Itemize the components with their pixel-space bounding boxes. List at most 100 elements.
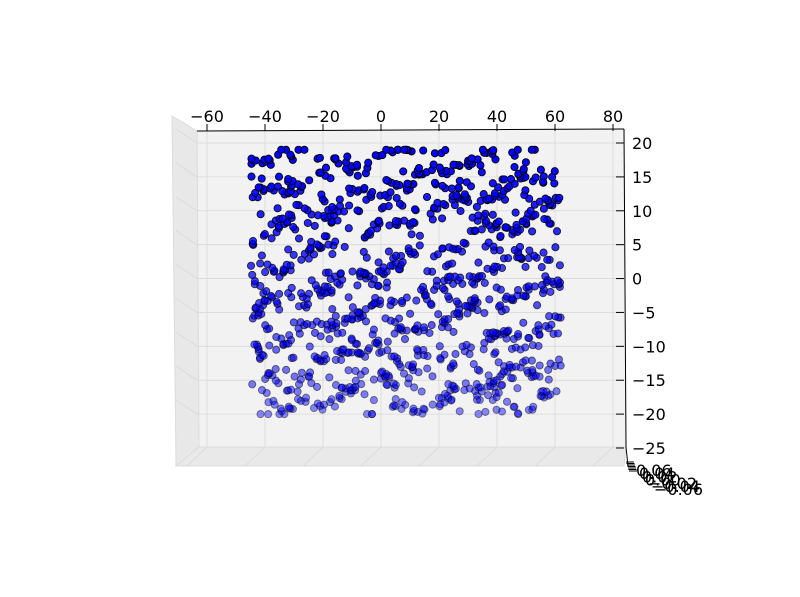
scatter-point xyxy=(282,260,291,269)
y-tick-label: 0.06 xyxy=(636,461,672,480)
scatter-point xyxy=(297,255,306,264)
floor-pane xyxy=(174,446,627,467)
left-gridline xyxy=(175,399,198,415)
scatter-point xyxy=(410,406,419,415)
scatter-point xyxy=(368,187,377,197)
scatter-point xyxy=(353,308,362,317)
x-tick-label: −60 xyxy=(190,107,224,126)
scatter-point xyxy=(353,348,362,357)
scatter-point xyxy=(254,183,263,192)
scatter-point xyxy=(282,365,291,374)
scatter-point xyxy=(472,202,481,211)
scatter-point xyxy=(550,167,559,176)
scatter-point xyxy=(475,395,484,405)
scatter-point xyxy=(410,383,419,392)
scatter-point xyxy=(364,158,373,167)
scatter-point xyxy=(256,410,265,419)
scatter-point xyxy=(277,407,286,416)
y-tick-label: 0.04 xyxy=(639,464,675,483)
left-gridline xyxy=(175,128,198,144)
scatter-point xyxy=(315,153,324,162)
scatter-point xyxy=(331,380,341,390)
scatter-point xyxy=(477,168,486,177)
scatter-point xyxy=(539,204,548,213)
scatter-point xyxy=(382,145,391,154)
scatter-point xyxy=(335,391,344,400)
scatter-point xyxy=(248,380,257,389)
scatter-point xyxy=(345,201,354,210)
scatter-point xyxy=(312,382,322,391)
scatter-point xyxy=(359,247,368,256)
scatter-point xyxy=(455,176,464,185)
scatter-point xyxy=(521,356,530,365)
x-tick-label: 0 xyxy=(376,107,386,126)
z-tick-label: 20 xyxy=(632,134,652,153)
scatter-point xyxy=(547,320,556,329)
scatter-point xyxy=(331,237,340,246)
x-tick-label: −20 xyxy=(306,107,340,126)
scatter-point xyxy=(275,410,284,419)
data-points xyxy=(246,145,565,419)
scatter-point xyxy=(300,145,309,154)
scatter-point xyxy=(395,314,404,323)
scatter-point xyxy=(261,321,270,330)
scatter-point xyxy=(353,171,362,180)
scatter-point xyxy=(525,246,534,255)
scatter-point xyxy=(305,176,314,185)
scatter-point xyxy=(513,384,522,393)
scatter-point xyxy=(412,296,421,305)
scatter-point xyxy=(285,404,294,413)
scatter-point xyxy=(391,395,400,404)
scatter-point xyxy=(418,282,428,291)
scatter-point xyxy=(444,380,453,389)
scatter-point xyxy=(440,398,449,407)
scatter-point xyxy=(524,333,533,342)
scatter-point xyxy=(511,208,520,217)
floor-gridline xyxy=(186,446,208,467)
scatter-point xyxy=(264,369,273,378)
scatter-point xyxy=(447,395,456,404)
scatter-point xyxy=(484,238,493,247)
scatter-point xyxy=(444,394,453,403)
scatter-point xyxy=(327,317,336,326)
scatter-point xyxy=(331,154,340,163)
scatter-point xyxy=(335,195,344,204)
floor-gridline xyxy=(244,446,266,467)
scatter-point xyxy=(293,395,303,404)
scatter-point xyxy=(510,162,519,172)
scatter-point xyxy=(521,158,530,167)
scatter-point xyxy=(348,267,357,276)
scatter-point xyxy=(428,400,437,409)
scatter-point xyxy=(513,285,523,295)
scatter-point xyxy=(288,404,297,414)
scatter-point xyxy=(409,404,418,413)
scatter-point xyxy=(271,364,280,374)
scatter-point xyxy=(521,343,530,352)
scatter-point xyxy=(382,176,391,185)
scatter-point xyxy=(351,366,360,375)
scatter-point xyxy=(321,163,331,172)
left-pane xyxy=(171,115,200,468)
scatter-point xyxy=(534,321,543,330)
scatter-point xyxy=(400,335,410,344)
scatter-point xyxy=(381,314,390,323)
scatter-point xyxy=(270,400,279,409)
scatter-point xyxy=(427,321,436,330)
scatter-point xyxy=(462,340,471,349)
scatter-point xyxy=(404,244,413,253)
scatter-point xyxy=(521,186,530,195)
scatter-point xyxy=(494,183,503,192)
scatter-point xyxy=(275,289,284,298)
scatter-point xyxy=(441,146,450,155)
scatter-point xyxy=(360,390,369,399)
scatter-point xyxy=(404,374,413,383)
left-gridline xyxy=(175,162,198,178)
scatter-point xyxy=(492,405,501,414)
scatter-point xyxy=(519,164,528,174)
floor-gridline xyxy=(592,446,614,467)
scatter-point xyxy=(391,217,400,226)
floor-gridline xyxy=(302,446,324,467)
scatter-point xyxy=(286,404,295,413)
scatter-point xyxy=(552,387,561,396)
scatter-point xyxy=(400,145,409,154)
